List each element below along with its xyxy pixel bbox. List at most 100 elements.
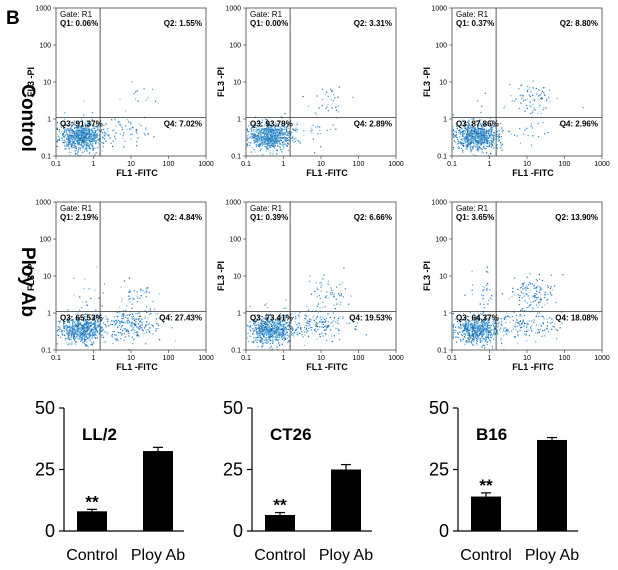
event-point [485,124,487,126]
event-point [461,129,463,131]
event-point [136,145,138,147]
event-point [85,335,87,337]
event-point [275,329,277,331]
quadrant-q4-label: Q4: 27.43% [159,313,202,322]
event-point [269,326,271,328]
event-point [486,130,488,132]
event-point [86,129,88,131]
event-point [486,330,488,332]
event-point [317,303,319,305]
event-point [73,294,75,296]
event-point [254,135,256,138]
event-point [278,129,280,131]
event-point [477,122,479,124]
event-point [466,146,468,148]
event-point [130,123,132,125]
event-point [265,318,267,320]
event-point [276,339,278,341]
event-point [283,126,285,128]
event-point [268,338,270,341]
event-point [480,127,482,130]
event-point [90,137,92,140]
y-tick-label: 1 [47,311,51,318]
event-point [480,135,482,137]
event-point [493,332,495,334]
event-point [94,130,96,132]
event-point [76,127,78,129]
event-point [456,125,458,127]
event-point [524,129,526,131]
event-point [484,137,486,139]
event-point [332,325,334,327]
event-point [247,332,249,335]
event-point [103,341,105,343]
event-point [271,130,273,132]
event-point [257,326,259,328]
event-point [266,145,268,147]
event-point [276,346,278,348]
event-point [501,143,504,145]
event-point [267,140,269,142]
event-point [338,329,340,331]
event-point [467,139,469,141]
event-point [83,324,85,326]
event-point [487,336,489,338]
event-point [97,128,99,130]
event-point [86,140,88,142]
event-point [466,129,468,131]
event-point [252,328,254,330]
event-point [66,332,68,334]
event-point [479,124,481,126]
event-point [71,335,73,337]
event-point [259,140,262,142]
event-point [464,323,467,326]
event-point [502,330,504,333]
event-point [267,324,269,327]
quadrant-q3-label: Q3: 93.79% [250,119,293,128]
event-point [68,342,70,344]
event-point [130,322,132,324]
event-point [316,338,318,340]
event-point [147,317,149,319]
event-point [292,137,294,139]
event-point [252,333,254,335]
event-point [275,137,277,139]
event-point [487,335,489,337]
event-point [501,128,503,130]
event-point [263,328,265,330]
event-point [546,98,548,100]
event-point [140,124,142,127]
event-point [88,133,90,135]
event-point [472,330,474,332]
event-point [282,327,284,329]
event-point [259,129,261,131]
event-point [73,334,75,336]
event-point [488,134,490,136]
event-point [90,325,92,327]
event-point [266,328,268,330]
event-point [86,333,88,335]
event-point [263,332,265,334]
event-point [251,137,253,139]
event-point [77,338,79,340]
event-point [500,136,502,138]
event-point [123,339,125,341]
event-point [94,320,96,322]
event-point [272,138,274,140]
event-point [77,336,79,338]
event-point [475,333,477,335]
event-point [503,107,505,109]
event-point [83,338,85,340]
event-point [101,142,103,144]
event-point [262,136,264,139]
event-point [116,337,118,339]
event-point [131,325,133,328]
event-point [94,126,96,128]
quadrant-q3-label: Q3: 65.53% [60,313,103,322]
event-point [80,334,82,336]
event-point [265,128,267,130]
event-point [273,143,275,145]
event-point [264,342,266,344]
event-point [484,140,486,142]
event-point [291,326,293,328]
